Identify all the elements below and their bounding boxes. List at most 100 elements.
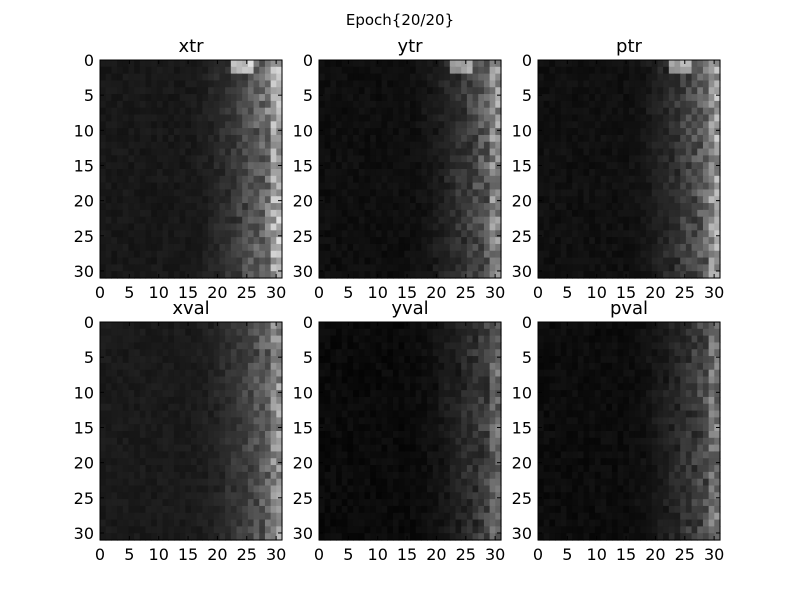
heatmap-cell: [117, 216, 124, 225]
heatmap-cell: [347, 376, 354, 384]
heatmap-cell: [139, 424, 147, 432]
heatmap-cell: [543, 155, 550, 163]
heatmap-cell: [623, 243, 630, 252]
heatmap-cell: [358, 209, 366, 218]
heatmap-cell: [162, 437, 169, 446]
heatmap-cell: [370, 114, 377, 122]
heatmap-cell: [455, 73, 462, 82]
heatmap-cell: [168, 328, 175, 337]
heatmap-cell: [702, 250, 710, 259]
heatmap-cell: [202, 60, 209, 68]
heatmap-cell: [330, 243, 337, 252]
heatmap-cell: [543, 237, 550, 245]
heatmap-cell: [336, 230, 343, 238]
heatmap-cell: [461, 250, 468, 259]
heatmap-cell: [657, 66, 664, 75]
heatmap-cell: [495, 94, 502, 102]
heatmap-cell: [100, 376, 107, 384]
heatmap-cell: [555, 175, 562, 184]
heatmap-cell: [145, 322, 152, 330]
heatmap-cell: [242, 383, 249, 391]
heatmap-cell: [247, 322, 255, 330]
heatmap-cell: [213, 100, 221, 109]
heatmap-cell: [381, 230, 388, 238]
heatmap-cell: [398, 243, 405, 252]
heatmap-cell: [404, 162, 411, 170]
heatmap-cell: [421, 216, 428, 225]
heatmap-cell: [543, 243, 550, 252]
heatmap-cell: [606, 264, 613, 272]
heatmap-cell: [139, 369, 147, 378]
heatmap-cell: [364, 141, 371, 150]
heatmap-cell: [392, 196, 400, 204]
heatmap-cell: [264, 356, 272, 364]
heatmap-cell: [196, 148, 203, 156]
heatmap-cell: [691, 66, 698, 75]
heatmap-cell: [230, 417, 238, 425]
heatmap-cell: [668, 209, 676, 218]
heatmap-cell: [370, 437, 377, 446]
heatmap-cell: [173, 356, 181, 364]
heatmap-cell: [122, 417, 130, 425]
heatmap-cell: [219, 471, 226, 480]
heatmap-cell: [173, 182, 181, 191]
heatmap-cell: [358, 134, 366, 143]
heatmap-cell: [668, 169, 676, 177]
heatmap-cell: [122, 512, 130, 521]
heatmap-cell: [549, 182, 556, 191]
heatmap-cell: [606, 114, 613, 122]
heatmap-cell: [398, 369, 405, 378]
heatmap-cell: [336, 376, 343, 384]
heatmap-cell: [105, 60, 112, 68]
heatmap-cell: [691, 107, 698, 116]
heatmap-cell: [225, 203, 232, 211]
heatmap-cell: [483, 223, 491, 231]
heatmap-cell: [438, 100, 445, 109]
heatmap-cell: [196, 87, 203, 95]
heatmap-cell: [353, 209, 360, 218]
heatmap-cell: [191, 349, 198, 357]
heatmap-cell: [319, 237, 326, 245]
heatmap-cell: [179, 203, 186, 211]
heatmap-cell: [139, 362, 147, 371]
heatmap-cell: [495, 342, 502, 350]
heatmap-cell: [691, 243, 698, 252]
heatmap-cell: [549, 175, 556, 184]
heatmap-cell: [264, 203, 272, 211]
heatmap-cell: [714, 189, 721, 197]
heatmap-cell: [495, 237, 502, 245]
heatmap-cell: [483, 356, 491, 364]
heatmap-cell: [319, 437, 326, 446]
heatmap-cell: [421, 424, 428, 432]
heatmap-image: [100, 322, 283, 541]
heatmap-cell: [330, 216, 337, 225]
heatmap-cell: [449, 107, 457, 116]
heatmap-cell: [105, 94, 112, 102]
heatmap-cell: [111, 465, 118, 473]
heatmap-cell: [702, 87, 710, 95]
heatmap-cell: [111, 396, 118, 405]
heatmap-cell: [208, 396, 215, 405]
heatmap-cell: [461, 417, 468, 425]
heatmap-cell: [623, 182, 630, 191]
heatmap-cell: [432, 216, 440, 225]
heatmap-cell: [276, 499, 283, 507]
heatmap-cell: [495, 182, 502, 191]
heatmap-cell: [341, 73, 349, 82]
heatmap-cell: [191, 264, 198, 272]
heatmap-cell: [410, 390, 417, 398]
heatmap-cell: [336, 362, 343, 371]
heatmap-cell: [145, 189, 152, 197]
heatmap-cell: [324, 141, 331, 150]
heatmap-cell: [702, 73, 710, 82]
heatmap-cell: [489, 196, 496, 204]
heatmap-cell: [145, 526, 152, 534]
heatmap-cell: [173, 335, 181, 344]
heatmap-cell: [179, 94, 186, 102]
heatmap-cell: [421, 356, 428, 364]
heatmap-cell: [270, 271, 277, 279]
heatmap-cell: [421, 230, 428, 238]
heatmap-cell: [432, 271, 440, 279]
heatmap-cell: [685, 271, 693, 279]
heatmap-cell: [111, 141, 118, 150]
